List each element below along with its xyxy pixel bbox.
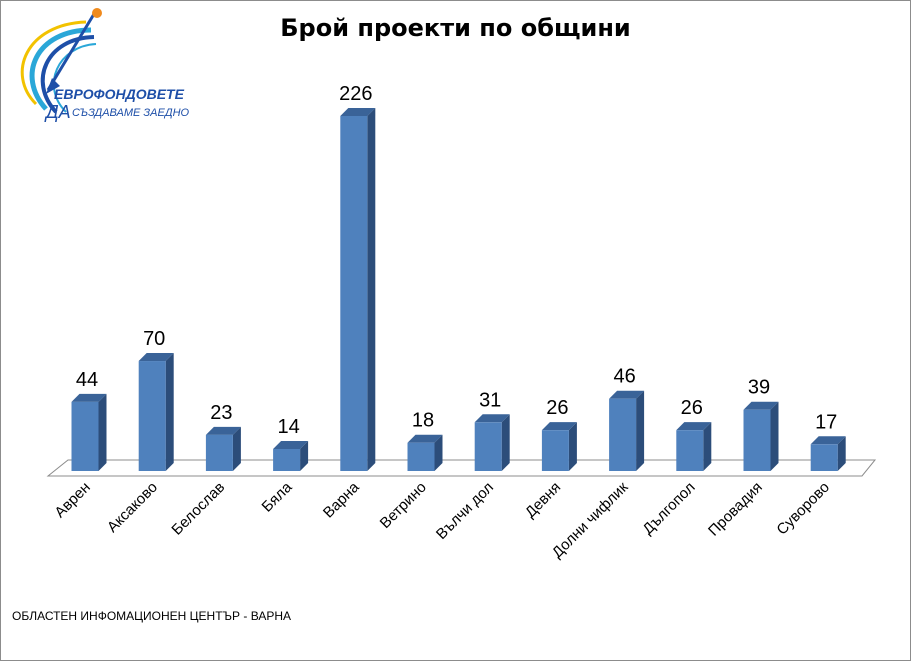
category-label: Ветрино [377, 479, 430, 532]
data-label: 226 [339, 83, 372, 105]
chart-floor [46, 459, 877, 477]
bar [71, 393, 107, 471]
bars [71, 108, 846, 471]
category-label: Девня [522, 479, 564, 521]
bar-side [636, 390, 645, 471]
bar [743, 401, 779, 471]
bar-side [703, 422, 712, 471]
bar-side [367, 108, 376, 471]
bar-top [474, 414, 510, 423]
category-label: Вълчи дол [433, 479, 497, 543]
bar-top [541, 422, 577, 431]
bar [609, 390, 645, 471]
chart-title: Брой проекти по общини [280, 14, 631, 42]
bar [676, 422, 712, 471]
data-label: 14 [277, 416, 299, 438]
data-label: 23 [210, 402, 232, 424]
bar [340, 108, 376, 471]
bar-top [340, 108, 376, 116]
bar [407, 434, 443, 471]
bar [205, 426, 241, 471]
category-labels: Аврен Аксаково Белослав Бяла Варна Ветрино Въл… [51, 478, 833, 561]
logo-text-line2: СЪЗДАВАМЕ ЗАЕДНО [72, 107, 190, 119]
bar-side [232, 426, 241, 471]
data-label: 39 [748, 377, 770, 399]
category-label: Бяла [259, 478, 296, 515]
bar-side [300, 441, 309, 471]
bar-side [501, 414, 510, 471]
category-label: Белослав [168, 479, 228, 539]
bar-front [743, 409, 771, 471]
bar-side [837, 436, 846, 471]
bar-top [676, 422, 712, 431]
bar-front [810, 444, 838, 471]
bar-front [71, 401, 99, 471]
bar-front [340, 116, 368, 471]
bar [541, 422, 577, 471]
data-label: 18 [412, 410, 434, 432]
bar-side [165, 353, 174, 471]
floor-plane [46, 459, 877, 477]
data-label: 31 [479, 389, 501, 411]
category-label: Аврен [51, 479, 93, 521]
bar-top [205, 426, 241, 435]
bar-top [273, 441, 309, 450]
bar-side [770, 401, 779, 471]
data-label: 26 [546, 397, 568, 419]
bar-side [568, 422, 577, 471]
category-label: Суворово [773, 479, 833, 539]
bar-front [273, 449, 301, 471]
bar-top [138, 353, 174, 362]
bar-front [138, 361, 166, 471]
bar-front [609, 398, 637, 471]
bar-top [71, 393, 107, 402]
bar [810, 436, 846, 471]
category-label: Варна [320, 478, 363, 521]
category-label: Провадия [705, 479, 766, 540]
bar [273, 441, 309, 471]
data-label: 26 [681, 397, 703, 419]
bar-front [541, 430, 569, 471]
bar-front [205, 434, 233, 471]
logo-mark-icon [20, 8, 102, 114]
bar-top [609, 390, 645, 399]
bar-top [743, 401, 779, 410]
eurofunds-logo: ЕВРОФОНДОВЕТЕ ДА СЪЗДАВАМЕ ЗАЕДНО [20, 8, 190, 122]
data-label: 17 [815, 411, 837, 433]
bar-top [810, 436, 846, 445]
logo-text-line1: ЕВРОФОНДОВЕТЕ [54, 86, 185, 102]
bar-front [474, 422, 502, 471]
bar [474, 414, 510, 471]
category-label: Дългопол [639, 479, 698, 538]
data-label: 44 [76, 369, 98, 391]
bar-top [407, 434, 443, 443]
category-label: Аксаково [104, 479, 161, 536]
footer-text: ОБЛАСТЕН ИНФОМАЦИОНЕН ЦЕНТЪР - ВАРНА [12, 609, 292, 623]
bar-side [434, 434, 443, 471]
bar-side [98, 393, 107, 471]
data-labels: 44 70 23 14 226 18 31 26 46 26 39 17 [76, 83, 837, 438]
data-label: 46 [613, 366, 635, 388]
logo-text-da: ДА [44, 102, 71, 122]
bar-front [676, 430, 704, 471]
bar [138, 353, 174, 471]
data-label: 70 [143, 328, 165, 350]
bar-front [407, 442, 435, 471]
